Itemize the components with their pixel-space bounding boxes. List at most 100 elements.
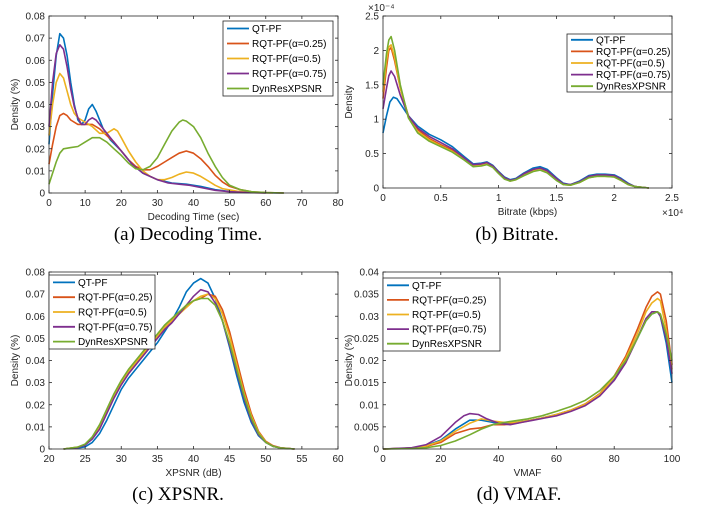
y-axis-label: Density	[344, 85, 355, 118]
y-tick-label: 0.01	[360, 400, 380, 411]
x-tick-label: 70	[296, 198, 308, 209]
series-line-5	[382, 35, 649, 189]
panel-caption: (d) VMAF.	[477, 484, 562, 505]
x-tick-label: 30	[152, 198, 164, 209]
chart-panel-4: 0 20 40 60 80 100 0 0.005 0.01 0.015 0.02 0.025 0.03…	[344, 268, 681, 480]
y-tick-label: 0.03	[26, 378, 46, 389]
legend-entry: QT-PF	[252, 24, 281, 35]
x-axis-label: Decoding Time (sec)	[148, 212, 240, 223]
legend-entry: RQT-PF(α=0.25)	[252, 39, 326, 50]
legend-entry: RQT-PF(α=0.25)	[596, 47, 670, 58]
series-line-4	[48, 44, 266, 194]
y-exponent-label: ×10⁻⁴	[368, 3, 395, 14]
x-tick-label: 100	[664, 454, 681, 465]
x-tick-label: 0	[380, 454, 386, 465]
y-tick-label: 2.5	[365, 12, 379, 23]
legend: QT-PF RQT-PF(α=0.25) RQT-PF(α=0.5) RQT-PF(α…	[48, 274, 156, 350]
legend-entry: RQT-PF(α=0.75)	[596, 70, 670, 81]
x-axis-label: XPSNR (dB)	[165, 468, 221, 479]
chart-panel-1: 0 10 20 30 40 50 60 70 80 0 0.01 0.02 0.03 0.04 0.05 0.…	[10, 12, 344, 224]
x-tick-label: 30	[116, 454, 128, 465]
y-tick-label: 0.02	[26, 400, 46, 411]
y-tick-label: 0.025	[354, 334, 379, 345]
series-line-1	[63, 277, 295, 450]
y-tick-label: 1	[373, 115, 379, 126]
panel-caption: (c) XPSNR.	[132, 484, 224, 505]
x-tick-label: 55	[296, 454, 308, 465]
y-tick-label: 0.05	[26, 334, 46, 345]
legend-entry: RQT-PF(α=0.5)	[412, 310, 481, 321]
y-tick-label: 0.08	[26, 12, 46, 23]
legend-entry: RQT-PF(α=0.5)	[78, 308, 147, 319]
series-line-5	[63, 297, 295, 450]
y-tick-label: 0.01	[26, 166, 46, 177]
chart-panel-2: 0 0.5 1 1.5 2 2.500.511.522.5×10⁻⁴×10⁴Bitrate…	[344, 3, 683, 219]
y-tick-label: 0.5	[365, 149, 379, 160]
legend-entry: DynResXPSNR	[78, 337, 148, 348]
y-tick-label: 0.02	[360, 356, 380, 367]
legend-entry: QT-PF	[412, 281, 441, 292]
legend-entry: RQT-PF(α=0.25)	[78, 293, 152, 304]
y-tick-label: 0.035	[354, 290, 379, 301]
axes-box	[382, 15, 673, 189]
legend-entry: DynResXPSNR	[412, 339, 482, 350]
x-tick-label: 0	[380, 193, 386, 204]
legend-entry: RQT-PF(α=0.25)	[412, 295, 486, 306]
legend-entry: QT-PF	[78, 278, 107, 289]
x-axis-label: Bitrate (kbps)	[498, 207, 557, 218]
x-tick-label: 60	[332, 454, 344, 465]
x-tick-label: 40	[188, 198, 200, 209]
legend-entry: RQT-PF(α=0.75)	[412, 325, 486, 336]
x-tick-label: 45	[224, 454, 236, 465]
legend-entry: RQT-PF(α=0.5)	[596, 59, 665, 70]
x-tick-label: 25	[80, 454, 92, 465]
legend-entry: DynResXPSNR	[596, 82, 666, 93]
y-tick-label: 1.5	[365, 80, 379, 91]
y-tick-label: 0.02	[26, 144, 46, 155]
y-tick-label: 0.03	[26, 122, 46, 133]
y-tick-label: 0.07	[26, 290, 46, 301]
x-tick-label: 2.5	[665, 193, 679, 204]
legend: QT-PFRQT-PF(α=0.25)RQT-PF(α=0.5)RQT-PF(α…	[222, 20, 334, 97]
panel-caption: (a) Decoding Time.	[114, 224, 262, 245]
x-tick-label: 60	[260, 198, 272, 209]
x-tick-label: 80	[332, 198, 344, 209]
x-tick-label: 20	[43, 454, 55, 465]
y-tick-label: 0	[373, 445, 379, 456]
chart-panel-3: 20 25 30 35 40 45 50 55 60 0 0.01 0.02 0.03 0.04 0.05 0…	[10, 268, 344, 480]
y-tick-label: 0.04	[360, 268, 380, 279]
x-tick-label: 80	[609, 454, 621, 465]
x-tick-label: 10	[80, 198, 92, 209]
x-tick-label: 1.5	[549, 193, 563, 204]
y-tick-label: 0	[39, 189, 45, 200]
series-line-5	[48, 119, 284, 194]
series-line-5	[382, 311, 673, 450]
y-tick-label: 0.005	[354, 422, 379, 433]
legend: QT-PF RQT-PF(α=0.25) RQT-PF(α=0.5) RQT-PF(α…	[382, 277, 501, 352]
series-line-3	[382, 297, 673, 450]
y-tick-label: 0.05	[26, 78, 46, 89]
y-tick-label: 0.07	[26, 34, 46, 45]
x-tick-label: 1	[496, 193, 502, 204]
y-axis-label: Density (%)	[10, 79, 21, 131]
y-tick-label: 0.06	[26, 56, 46, 67]
x-exponent-label: ×10⁴	[662, 208, 683, 219]
x-tick-label: 0	[46, 198, 52, 209]
x-tick-label: 50	[224, 198, 236, 209]
x-tick-label: 40	[493, 454, 505, 465]
x-tick-label: 35	[152, 454, 164, 465]
legend-entry: RQT-PF(α=0.5)	[252, 54, 321, 65]
y-tick-label: 0.03	[360, 312, 380, 323]
x-tick-label: 60	[551, 454, 563, 465]
series-line-4	[63, 288, 295, 450]
legend-entry: DynResXPSNR	[252, 84, 322, 95]
legend: QT-PFRQT-PF(α=0.25)RQT-PF(α=0.5)RQT-PF(α…	[566, 33, 673, 93]
y-tick-label: 0.04	[26, 100, 46, 111]
series-line-4	[382, 311, 673, 450]
y-tick-label: 0	[373, 184, 379, 195]
legend-entry: RQT-PF(α=0.75)	[78, 322, 152, 333]
y-axis-label: Density (%)	[10, 335, 21, 387]
legend-entry: QT-PF	[596, 35, 625, 46]
x-tick-label: 20	[435, 454, 447, 465]
